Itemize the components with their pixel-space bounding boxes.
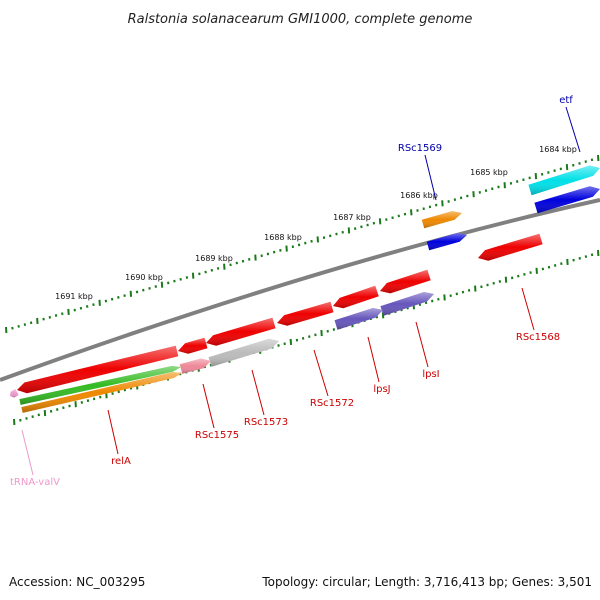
gene-label[interactable]: RSc1569 — [398, 143, 442, 154]
leader-line — [202, 383, 215, 429]
gene-rsc1569-orange-shading — [421, 211, 462, 229]
gene-label[interactable]: tRNA-valV — [10, 477, 60, 488]
gene-rsc1573-product-shading — [208, 338, 279, 367]
gene-label[interactable]: RSc1573 — [244, 417, 288, 428]
gene-lpsi-shading — [380, 269, 431, 294]
gene-features — [10, 165, 600, 413]
scale-ticks-outer — [5, 154, 600, 334]
gene-rsc1573-shading — [206, 317, 276, 346]
scale-label: 1688 kbp — [264, 233, 302, 242]
gene-rela-shading — [17, 345, 179, 394]
leader-line — [313, 349, 329, 397]
gene-label[interactable]: etf — [559, 95, 573, 106]
gene-label[interactable]: lpsJ — [373, 384, 390, 395]
gene-rsc1575-product-shading — [179, 358, 211, 374]
leader-line — [424, 154, 437, 201]
leader-line — [565, 106, 581, 153]
scale-label: 1686 kbp — [400, 191, 438, 200]
scale-label: 1684 kbp — [539, 145, 577, 154]
gene-etf-b-shading — [534, 186, 600, 214]
scale-label: 1689 kbp — [195, 254, 233, 263]
map-title: Ralstonia solanacearum GMI1000, complete… — [128, 12, 473, 27]
scale-label: 1685 kbp — [470, 168, 508, 177]
gene-rsc1569-shading — [426, 233, 467, 251]
gene-rsc1568-shading — [478, 233, 543, 261]
leader-line — [521, 287, 535, 331]
accession-text: Accession: NC_003295 — [9, 575, 145, 589]
leader-line — [415, 321, 429, 368]
label-leader-lines — [21, 106, 581, 476]
scale-labels: 1684 kbp 1685 kbp 1686 kbp 1687 kbp 1688 kbp… — [55, 145, 577, 301]
genome-backbone — [0, 198, 600, 382]
gene-lpsi-product-shading — [380, 292, 434, 316]
scale-label: 1690 kbp — [125, 273, 163, 282]
gene-etf-a-shading — [528, 165, 600, 196]
scale-label: 1691 kbp — [55, 292, 93, 301]
gene-labels: etf RSc1569 RSc1568 lpsI lpsJ RSc1572 RSc1573 R… — [10, 95, 573, 488]
gene-label[interactable]: RSc1575 — [195, 430, 239, 441]
gene-label[interactable]: RSc1572 — [310, 398, 354, 409]
gene-label[interactable]: lpsI — [422, 369, 439, 380]
leader-line — [251, 369, 265, 416]
gene-lpsj-shading — [333, 285, 379, 309]
gene-lpsj-product-shading — [334, 308, 383, 330]
gene-rsc1572-shading — [277, 301, 334, 326]
gene-rela-green-shading — [19, 366, 182, 405]
genome-summary-text: Topology: circular; Length: 3,716,413 bp… — [261, 575, 592, 589]
gene-label[interactable]: RSc1568 — [516, 332, 560, 343]
gene-trna-valv-shading — [10, 389, 19, 398]
gene-label[interactable]: relA — [111, 456, 131, 467]
gene-rela-orange-shading — [21, 372, 182, 413]
leader-line — [107, 409, 119, 455]
scale-label: 1687 kbp — [333, 213, 371, 222]
gene-rsc1575-shading — [178, 337, 208, 354]
leader-line — [21, 429, 34, 476]
leader-line — [367, 336, 380, 383]
